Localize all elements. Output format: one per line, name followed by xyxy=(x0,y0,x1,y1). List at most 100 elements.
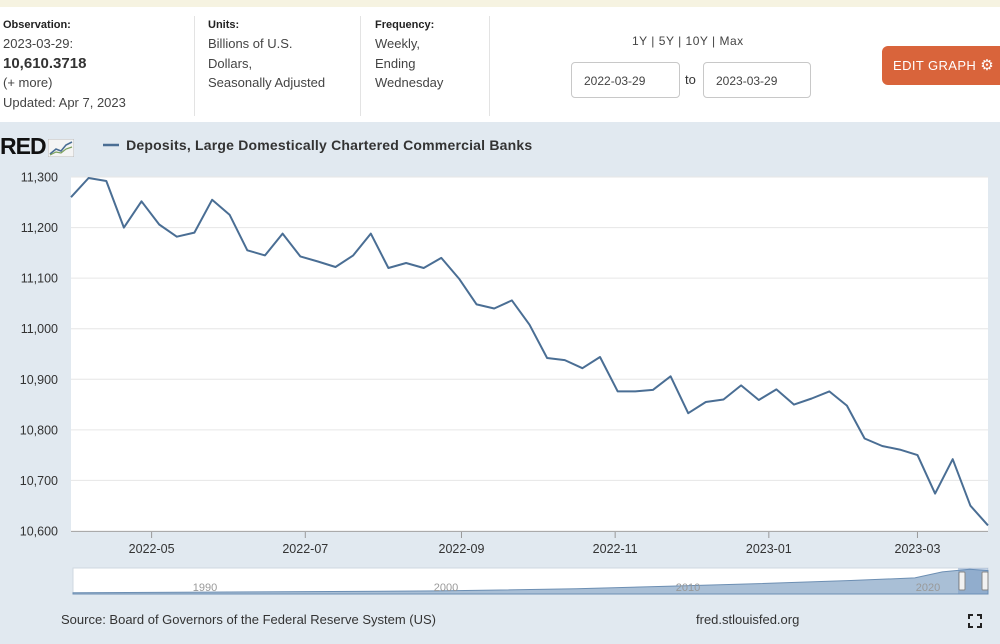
range-5y-button[interactable]: 5Y xyxy=(658,34,675,48)
observation-more-link[interactable]: (+ more) xyxy=(3,75,53,90)
data-point xyxy=(386,266,390,270)
date-from-input[interactable]: 2022-03-29 xyxy=(571,62,680,98)
y-tick-label: 10,800 xyxy=(20,423,58,437)
date-to-input[interactable]: 2023-03-29 xyxy=(703,62,811,98)
plot-area xyxy=(71,177,988,531)
data-point xyxy=(510,298,514,302)
frequency-line: Ending xyxy=(375,55,416,71)
navigator-handle[interactable] xyxy=(981,571,989,591)
range-1y-button[interactable]: 1Y xyxy=(632,34,648,48)
logo-graph-icon xyxy=(47,138,75,158)
x-tick-label: 2023-01 xyxy=(746,542,792,556)
units-line: Dollars, xyxy=(208,55,253,71)
data-point xyxy=(122,225,126,229)
data-point xyxy=(333,265,337,269)
data-point xyxy=(316,259,320,263)
data-point xyxy=(986,523,990,527)
data-point xyxy=(880,444,884,448)
y-tick-label: 10,600 xyxy=(20,525,58,539)
data-point xyxy=(245,248,249,252)
y-tick-label: 11,200 xyxy=(21,221,58,235)
gear-icon: ⚙ xyxy=(980,57,995,74)
source-text: Source: Board of Governors of the Federa… xyxy=(61,612,436,627)
data-point xyxy=(809,396,813,400)
data-point xyxy=(915,453,919,457)
data-point xyxy=(157,222,161,226)
data-point xyxy=(280,231,284,235)
data-point xyxy=(898,447,902,451)
data-point xyxy=(439,256,443,260)
data-point xyxy=(792,402,796,406)
y-tick-label: 11,100 xyxy=(21,272,58,286)
x-tick-label: 2022-11 xyxy=(593,542,638,556)
observation-label: Observation: xyxy=(3,19,71,31)
units-line: Seasonally Adjusted xyxy=(208,75,326,90)
data-point xyxy=(968,504,972,508)
fred-logo-text: RED xyxy=(0,133,47,159)
data-point xyxy=(686,411,690,415)
observation-date: 2023-03-29: xyxy=(3,36,74,51)
data-point xyxy=(457,276,461,280)
frequency-block: Frequency: Weekly, Ending Wednesday xyxy=(375,18,443,93)
edit-graph-button[interactable]: EDIT GRAPH ⚙ xyxy=(882,46,1000,85)
site-link[interactable]: fred.stlouisfed.org xyxy=(696,612,800,627)
divider xyxy=(360,16,361,116)
data-point xyxy=(369,231,373,235)
data-point xyxy=(739,383,743,387)
range-buttons: 1Y | 5Y | 10Y | Max xyxy=(632,34,744,48)
navigator-label: 1990 xyxy=(193,582,217,594)
navigator-area xyxy=(72,568,989,595)
units-block: Units: Billions of U.S. Dollars, Seasona… xyxy=(208,18,325,93)
data-point xyxy=(827,389,831,393)
units-label: Units: xyxy=(208,19,240,31)
data-point xyxy=(615,389,619,393)
data-point xyxy=(862,436,866,440)
data-point xyxy=(175,234,179,238)
range-10y-button[interactable]: 10Y xyxy=(685,34,709,48)
range-max-button[interactable]: Max xyxy=(719,34,744,48)
data-point xyxy=(298,254,302,258)
frequency-line: Weekly, xyxy=(375,36,421,51)
data-point xyxy=(192,230,196,234)
x-tick-label: 2022-05 xyxy=(129,542,175,556)
data-point xyxy=(228,213,232,217)
to-label: to xyxy=(685,72,696,87)
data-point xyxy=(721,397,725,401)
chart-title-text: Deposits, Large Domestically Chartered C… xyxy=(126,137,533,153)
data-point xyxy=(757,398,761,402)
fullscreen-icon[interactable] xyxy=(968,612,982,631)
y-tick-label: 10,700 xyxy=(20,474,58,488)
data-point xyxy=(421,266,425,270)
top-strip xyxy=(0,0,1000,7)
data-point xyxy=(704,400,708,404)
y-tick-label: 11,000 xyxy=(21,322,58,336)
legend-line-icon xyxy=(103,143,119,147)
data-point xyxy=(474,302,478,306)
data-point xyxy=(104,179,108,183)
x-tick-label: 2023-03 xyxy=(895,542,941,556)
data-point xyxy=(545,356,549,360)
x-tick-label: 2022-09 xyxy=(439,542,485,556)
navigator-handle[interactable] xyxy=(958,571,966,591)
data-point xyxy=(527,322,531,326)
observation-block: Observation: 2023-03-29: 10,610.3718 (+ … xyxy=(3,18,126,112)
chart-title: Deposits, Large Domestically Chartered C… xyxy=(103,137,532,153)
data-point xyxy=(563,358,567,362)
navigator-label: 2020 xyxy=(916,582,940,594)
data-point xyxy=(263,253,267,257)
units-line: Billions of U.S. xyxy=(208,36,293,51)
x-tick-label: 2022-07 xyxy=(282,542,328,556)
y-tick-label: 10,900 xyxy=(20,373,58,387)
observation-updated: Updated: Apr 7, 2023 xyxy=(3,94,126,110)
y-tick-label: 11,300 xyxy=(21,171,58,185)
data-point xyxy=(651,388,655,392)
data-point xyxy=(845,403,849,407)
data-point xyxy=(951,457,955,461)
navigator-label: 2000 xyxy=(434,582,458,594)
frequency-label: Frequency: xyxy=(375,19,435,31)
divider xyxy=(194,16,195,116)
data-point xyxy=(404,261,408,265)
data-point xyxy=(86,176,90,180)
frequency-line: Wednesday xyxy=(375,75,444,90)
